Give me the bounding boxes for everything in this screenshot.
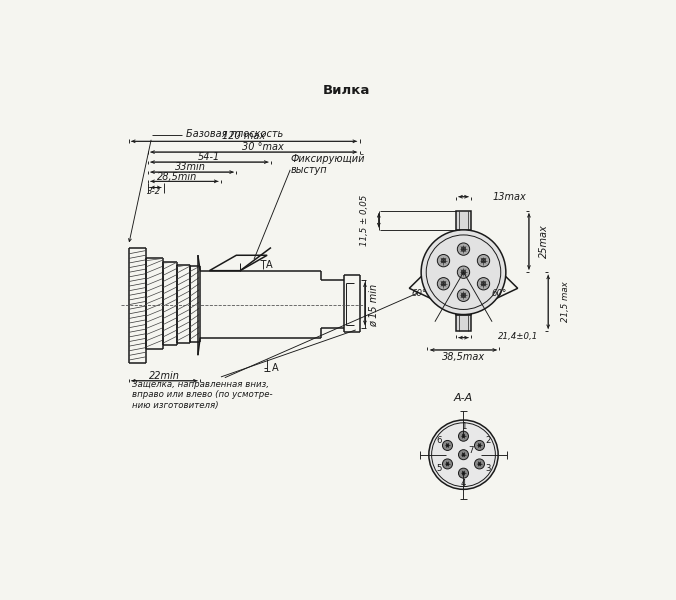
Text: 120 max: 120 max xyxy=(222,131,266,141)
Text: 28,5min: 28,5min xyxy=(157,172,197,182)
Circle shape xyxy=(429,420,498,490)
Circle shape xyxy=(461,270,466,275)
Text: Вилка: Вилка xyxy=(322,83,370,97)
Circle shape xyxy=(458,449,468,460)
Circle shape xyxy=(478,463,481,466)
Circle shape xyxy=(478,444,481,447)
Text: 11,5 ± 0,05: 11,5 ± 0,05 xyxy=(360,194,369,246)
Text: 21,5 max: 21,5 max xyxy=(560,281,570,322)
Text: 60°: 60° xyxy=(492,289,507,298)
Text: А-А: А-А xyxy=(454,394,473,403)
Bar xyxy=(456,211,471,230)
Circle shape xyxy=(443,440,452,451)
Circle shape xyxy=(458,289,470,301)
Text: 3: 3 xyxy=(485,464,491,473)
Text: 4: 4 xyxy=(461,479,466,488)
Bar xyxy=(456,314,471,331)
Circle shape xyxy=(481,281,486,286)
Circle shape xyxy=(458,431,468,441)
Circle shape xyxy=(441,281,445,286)
Circle shape xyxy=(461,247,466,251)
Circle shape xyxy=(458,468,468,478)
Circle shape xyxy=(446,444,449,447)
Circle shape xyxy=(462,434,465,438)
Text: 25max: 25max xyxy=(539,224,550,258)
Circle shape xyxy=(441,259,445,263)
Circle shape xyxy=(475,459,485,469)
Text: 7: 7 xyxy=(468,446,474,455)
Circle shape xyxy=(458,243,470,255)
Circle shape xyxy=(477,278,489,290)
Text: 1: 1 xyxy=(461,422,466,431)
Circle shape xyxy=(458,266,470,278)
Circle shape xyxy=(437,254,450,267)
Text: 5: 5 xyxy=(436,464,441,473)
Text: 60°: 60° xyxy=(411,289,427,298)
Text: 21,4±0,1: 21,4±0,1 xyxy=(498,332,538,341)
Circle shape xyxy=(475,440,485,451)
Circle shape xyxy=(481,259,486,263)
Circle shape xyxy=(421,230,506,314)
Text: А: А xyxy=(266,259,272,269)
Text: Базовая плоскость: Базовая плоскость xyxy=(187,128,283,139)
Text: 33min: 33min xyxy=(174,163,206,172)
Text: 22min: 22min xyxy=(149,371,179,381)
Text: А: А xyxy=(272,362,278,373)
Circle shape xyxy=(461,293,466,298)
Text: 54-1: 54-1 xyxy=(198,152,220,163)
Text: 6: 6 xyxy=(436,436,441,445)
Text: Защелка, направленная вниз,
вправо или влево (по усмотре-
нию изготовителя): Защелка, направленная вниз, вправо или в… xyxy=(132,380,273,410)
Circle shape xyxy=(437,278,450,290)
Circle shape xyxy=(446,463,449,466)
Circle shape xyxy=(462,453,465,456)
Text: 30 °max: 30 °max xyxy=(243,142,284,152)
Text: 3-2: 3-2 xyxy=(147,187,161,196)
Text: 38,5max: 38,5max xyxy=(442,352,485,362)
Circle shape xyxy=(443,459,452,469)
Text: 13max: 13max xyxy=(493,192,527,202)
Text: Фиксирующий
выступ: Фиксирующий выступ xyxy=(290,154,365,175)
Circle shape xyxy=(462,472,465,475)
Text: 2: 2 xyxy=(485,436,491,445)
Text: ø 15 min: ø 15 min xyxy=(369,284,379,327)
Circle shape xyxy=(477,254,489,267)
